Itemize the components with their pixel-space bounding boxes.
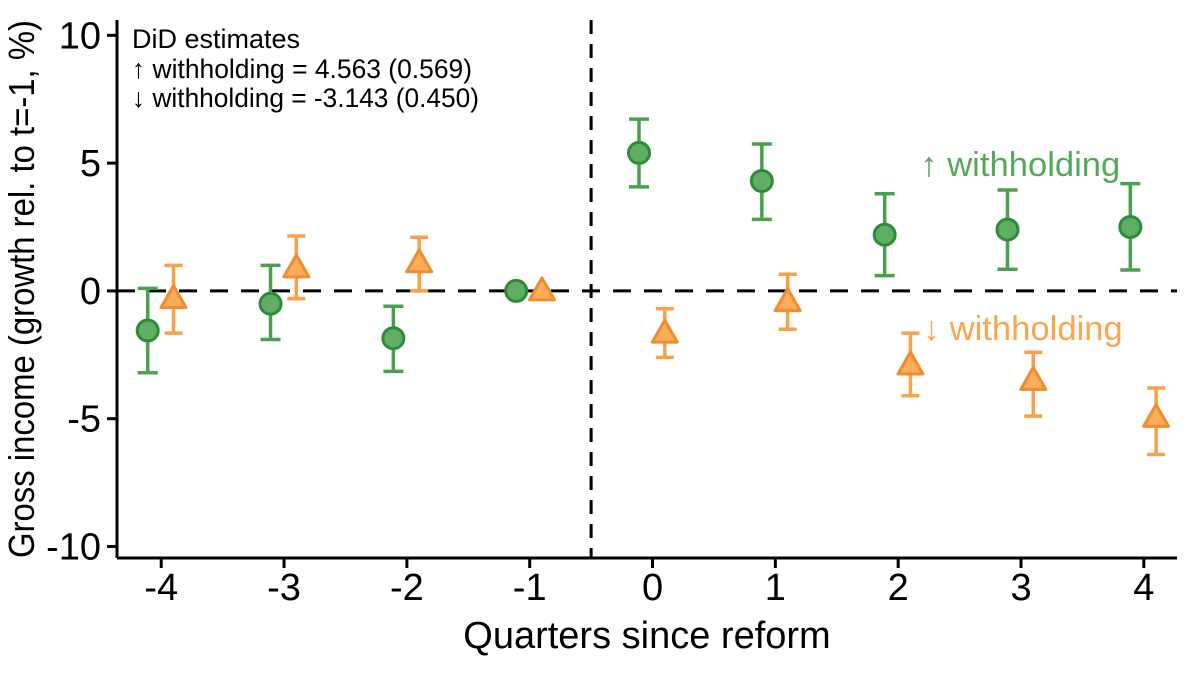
- y-tick-label: 5: [80, 143, 101, 185]
- annotation-line-1: ↑ withholding = 4.563 (0.569): [132, 54, 472, 84]
- marker-down-withholding-q-1: [527, 276, 556, 302]
- x-tick-label: -2: [390, 567, 424, 609]
- marker-up-withholding-q-3: [258, 291, 283, 316]
- marker-up-withholding-q-2: [381, 326, 406, 351]
- x-tick-label: 0: [642, 567, 663, 609]
- x-tick-label: -4: [144, 567, 178, 609]
- x-tick-label: 2: [888, 567, 909, 609]
- marker-up-withholding-q3: [995, 217, 1020, 242]
- annotation-line-2: ↓ withholding = -3.143 (0.450): [132, 83, 479, 113]
- x-tick-label: 3: [1010, 567, 1031, 609]
- marker-up-withholding-q-1: [504, 278, 529, 303]
- x-tick-label: 4: [1133, 567, 1154, 609]
- x-tick-label: 1: [765, 567, 786, 609]
- marker-up-withholding-q1: [749, 169, 774, 194]
- x-axis-title: Quarters since reform: [463, 615, 830, 657]
- marker-down-withholding-q-2: [405, 248, 434, 274]
- marker-up-withholding-q4: [1118, 215, 1143, 240]
- series-label-down-withholding: ↓ withholding: [923, 310, 1123, 348]
- marker-up-withholding-q-4: [135, 318, 160, 343]
- marker-down-withholding-q0: [650, 318, 679, 344]
- marker-down-withholding-q-4: [159, 284, 188, 310]
- marker-down-withholding-q2: [896, 350, 925, 376]
- marker-down-withholding-q1: [773, 287, 802, 313]
- annotation-title: DiD estimates: [132, 24, 300, 54]
- y-tick-label: 0: [80, 271, 101, 313]
- marker-up-withholding-q2: [872, 222, 897, 247]
- x-tick-label: -3: [267, 567, 301, 609]
- marker-down-withholding-q4: [1142, 402, 1171, 428]
- series-label-up-withholding: ↑ withholding: [920, 146, 1120, 184]
- x-tick-label: -1: [513, 567, 547, 609]
- marker-down-withholding-q-3: [282, 253, 311, 279]
- y-tick-label: -10: [46, 526, 101, 568]
- marker-up-withholding-q0: [627, 140, 652, 165]
- y-axis-title: Gross income (growth rel. to t=-1, %): [1, 20, 42, 558]
- y-tick-label: 10: [59, 15, 101, 57]
- marker-down-withholding-q3: [1019, 365, 1048, 391]
- y-tick-label: -5: [67, 399, 101, 441]
